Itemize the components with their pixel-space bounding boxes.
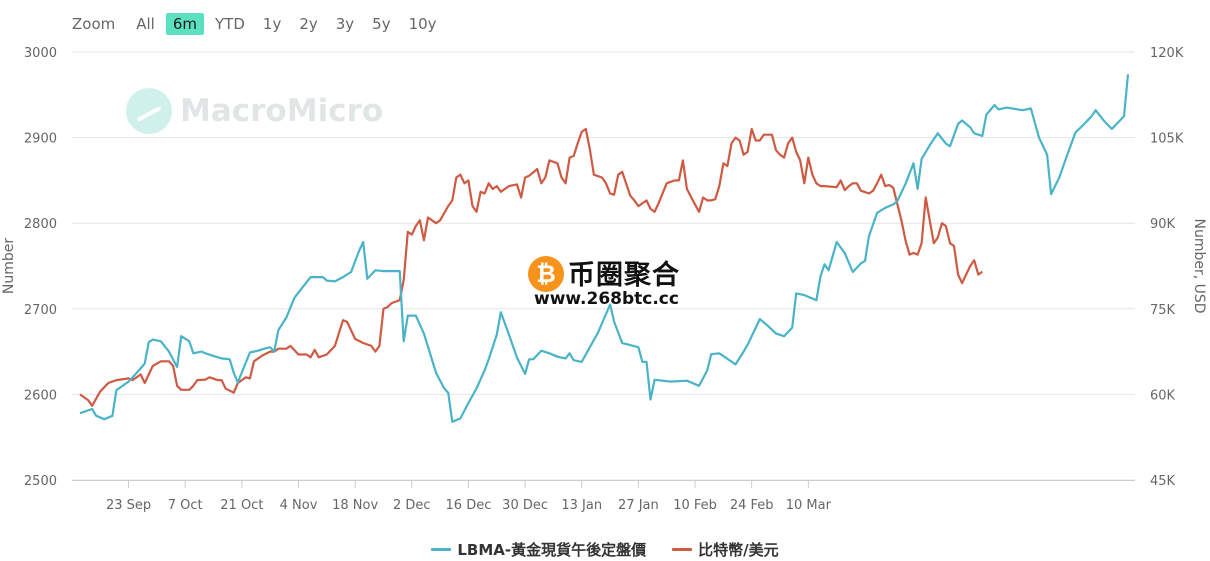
zoom-3y-button[interactable]: 3y (335, 15, 355, 33)
legend-label-bitcoin: 比特幣/美元 (698, 541, 779, 559)
right-y-tick-label: 60K (1150, 388, 1176, 403)
zoom-10y-button[interactable]: 10y (408, 15, 437, 33)
x-tick-label: 30 Dec (502, 498, 548, 513)
zoom-6m-button[interactable]: 6m (165, 13, 205, 35)
left-y-tick-label: 3000 (24, 46, 57, 61)
series-line-bitcoin (79, 127, 983, 407)
legend-item-gold[interactable]: LBMA-黃金現貨午後定盤價 (431, 539, 646, 560)
zoom-bar: Zoom All 6m YTD 1y 2y 3y 5y 10y (72, 11, 448, 37)
bitcoin-coin-icon: ₿ (528, 256, 564, 292)
x-tick-label: 21 Oct (220, 498, 263, 513)
right-y-tick-label: 45K (1150, 474, 1176, 489)
macromicro-logo-icon (126, 88, 172, 134)
watermark: MacroMicro (126, 88, 383, 134)
right-y-axis-title: Number, USD (1191, 218, 1207, 313)
zoom-ytd-button[interactable]: YTD (215, 15, 245, 33)
left-y-tick-label: 2800 (24, 217, 57, 232)
zoom-1y-button[interactable]: 1y (262, 15, 282, 33)
x-tick-label: 27 Jan (618, 498, 659, 513)
x-tick-label: 4 Nov (280, 498, 318, 513)
left-y-tick-label: 2700 (24, 303, 57, 318)
x-tick-label: 2 Dec (393, 498, 431, 513)
right-y-tick-label: 105K (1150, 132, 1184, 147)
x-tick-label: 16 Dec (446, 498, 492, 513)
zoom-all-button[interactable]: All (136, 15, 155, 33)
x-tick-label: 24 Feb (730, 498, 774, 513)
left-y-axis: 2500 2600 2700 2800 2900 3000 (24, 46, 57, 489)
right-y-tick-label: 90K (1150, 217, 1176, 232)
right-y-axis: 45K 60K 75K 90K 105K 120K (1150, 46, 1184, 489)
stamp-name: 币圈聚合 (568, 260, 680, 291)
legend-label-gold: LBMA-黃金現貨午後定盤價 (457, 541, 647, 559)
x-tick-label: 10 Mar (786, 498, 832, 513)
zoom-label: Zoom (72, 15, 116, 33)
x-tick-label: 13 Jan (561, 498, 602, 513)
watermark-text: MacroMicro (180, 93, 384, 129)
series-lines (79, 74, 1130, 423)
series-line-gold (79, 74, 1130, 423)
left-y-tick-label: 2600 (24, 388, 57, 403)
x-tick-label: 18 Nov (332, 498, 378, 513)
zoom-5y-button[interactable]: 5y (372, 15, 391, 33)
site-stamp: ₿ 币圈聚合 www.268btc.cc (528, 253, 688, 315)
x-tick-label: 7 Oct (168, 498, 203, 513)
left-y-tick-label: 2500 (24, 474, 57, 489)
right-y-tick-label: 120K (1150, 46, 1184, 61)
zoom-2y-button[interactable]: 2y (299, 15, 318, 33)
x-tick-label: 23 Sep (106, 498, 151, 513)
legend-swatch-bitcoin (672, 548, 693, 551)
legend-swatch-gold (431, 548, 452, 551)
x-axis: 23 Sep 7 Oct 21 Oct 4 Nov 18 Nov 2 Dec 16 Dec 3… (72, 480, 1135, 513)
x-tick-label: 10 Feb (673, 498, 717, 513)
legend: LBMA-黃金現貨午後定盤價 比特幣/美元 (0, 539, 1210, 560)
left-y-tick-label: 2900 (24, 132, 57, 147)
left-y-axis-title: Number (1, 238, 17, 294)
legend-item-bitcoin[interactable]: 比特幣/美元 (672, 539, 779, 560)
right-y-tick-label: 75K (1150, 303, 1176, 318)
stamp-url: www.268btc.cc (534, 289, 679, 309)
